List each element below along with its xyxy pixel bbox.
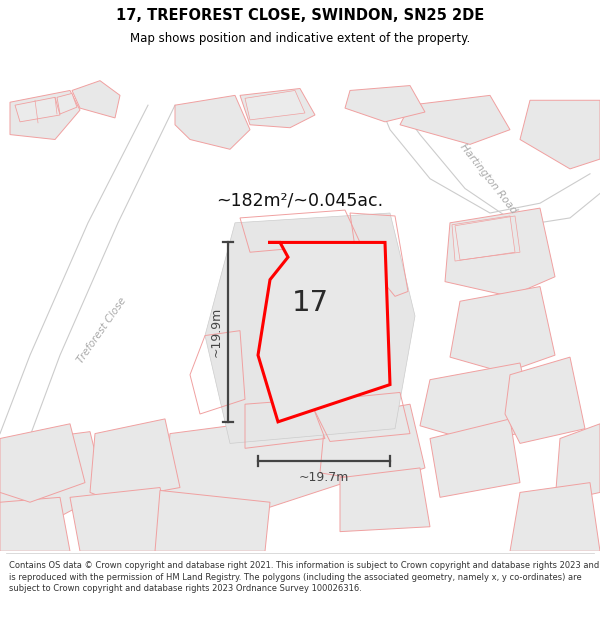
Polygon shape [258,242,390,422]
Polygon shape [445,208,555,296]
Text: Contains OS data © Crown copyright and database right 2021. This information is : Contains OS data © Crown copyright and d… [9,561,599,594]
Polygon shape [320,404,425,482]
Text: ~19.9m: ~19.9m [209,307,223,358]
Text: 17: 17 [292,289,329,318]
Polygon shape [345,86,425,122]
Text: 17, TREFOREST CLOSE, SWINDON, SN25 2DE: 17, TREFOREST CLOSE, SWINDON, SN25 2DE [116,8,484,23]
Polygon shape [72,81,120,118]
Polygon shape [420,363,535,443]
Polygon shape [0,424,85,503]
Polygon shape [15,98,60,122]
Polygon shape [155,491,270,551]
Polygon shape [400,96,510,144]
Polygon shape [10,91,80,139]
Text: Map shows position and indicative extent of the property.: Map shows position and indicative extent… [130,32,470,45]
Polygon shape [555,424,600,503]
Text: ~182m²/~0.045ac.: ~182m²/~0.045ac. [217,191,383,209]
Polygon shape [205,213,415,443]
Polygon shape [90,419,180,500]
Polygon shape [245,91,305,120]
Text: Hartington Road: Hartington Road [458,142,518,216]
Polygon shape [340,468,430,532]
Polygon shape [452,216,515,261]
Polygon shape [70,488,175,551]
Polygon shape [450,286,555,373]
Polygon shape [430,419,520,498]
Polygon shape [57,93,77,114]
Polygon shape [520,100,600,169]
Polygon shape [510,482,600,551]
Polygon shape [0,498,70,551]
Polygon shape [175,96,250,149]
Text: ~19.7m: ~19.7m [299,471,349,484]
Polygon shape [505,357,585,443]
Polygon shape [165,414,345,507]
Text: Treforest Close: Treforest Close [76,296,128,366]
Polygon shape [0,432,105,522]
Polygon shape [240,89,315,127]
